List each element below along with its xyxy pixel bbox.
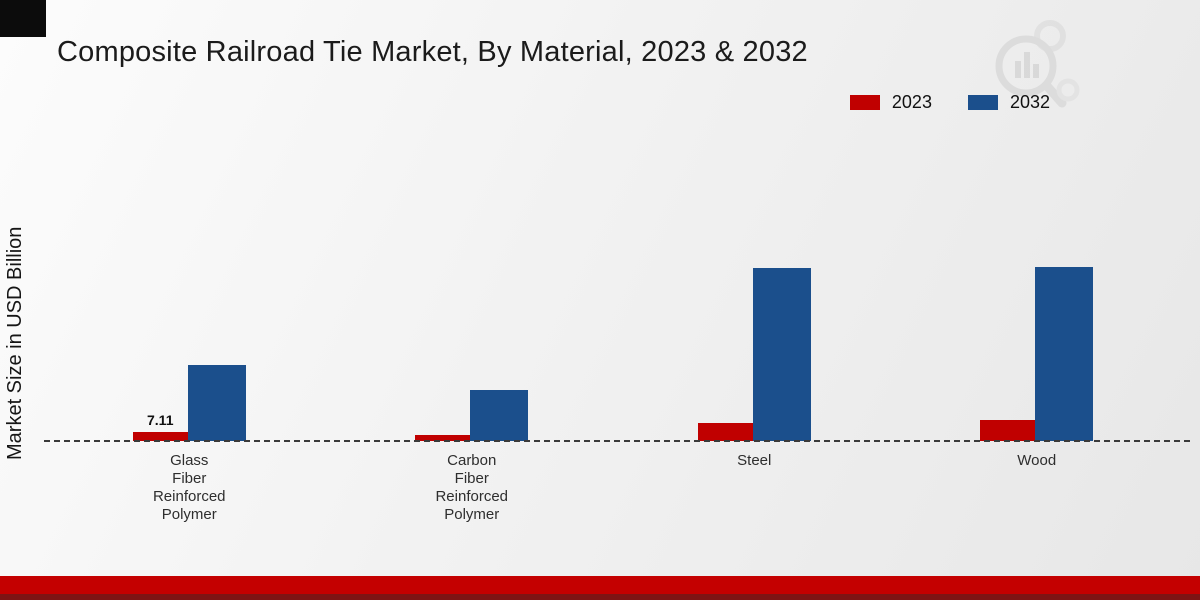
- bar-2023-carbon-fiber-reinforced-polymer: [415, 435, 471, 441]
- legend-label-2032: 2032: [1009, 92, 1050, 112]
- brand-logo-icon: [986, 16, 1082, 116]
- y-axis-label: Market Size in USD Billion: [4, 226, 26, 460]
- magnifier-chart-icon: [995, 20, 1080, 108]
- bar-group-carbon-fiber-reinforced-polymer: [331, 390, 614, 441]
- bar-2023-glass-fiber-reinforced-polymer: 7.11: [132, 412, 188, 441]
- legend: 2023 2032: [849, 92, 1050, 113]
- bar-group-steel: [613, 268, 896, 441]
- category-label-wood: Wood: [1017, 452, 1057, 469]
- category-labels: Glass Fiber Reinforced Polymer Carbon Fiber Re…: [48, 452, 1178, 524]
- category-label-glass-fiber-reinforced-polymer: Glass Fiber Reinforced Polymer: [152, 452, 226, 523]
- bar-group-glass-fiber-reinforced-polymer: 7.11: [48, 364, 331, 441]
- bar-2032-glass-fiber-reinforced-polymer: [187, 364, 246, 441]
- category-label-steel: Steel: [737, 452, 772, 469]
- legend-item-2023: 2023: [849, 92, 932, 113]
- bar-groups: 7.11: [48, 191, 1178, 441]
- bar-value-label: 7.11: [147, 412, 174, 428]
- bar-2032-wood: [1035, 267, 1094, 441]
- bar-group-wood: [896, 267, 1179, 441]
- bar-2032-steel: [752, 268, 811, 441]
- x-axis-baseline: [44, 440, 1190, 442]
- bar-2032-carbon-fiber-reinforced-polymer: [470, 390, 529, 441]
- legend-label-2023: 2023: [891, 92, 932, 112]
- footer-band-dark: [0, 594, 1200, 600]
- legend-swatch-2032: [967, 95, 998, 110]
- bar-2023-wood: [980, 420, 1036, 441]
- corner-accent: [0, 0, 46, 37]
- chart-title: Composite Railroad Tie Market, By Materi…: [57, 36, 808, 68]
- category-label-carbon-fiber-reinforced-polymer: Carbon Fiber Reinforced Polymer: [435, 452, 509, 523]
- bar-2023-steel: [697, 423, 753, 441]
- legend-item-2032: 2032: [967, 92, 1050, 113]
- legend-swatch-2023: [849, 95, 880, 110]
- footer-band-red: [0, 576, 1200, 594]
- plot-area: 7.11: [44, 191, 1190, 442]
